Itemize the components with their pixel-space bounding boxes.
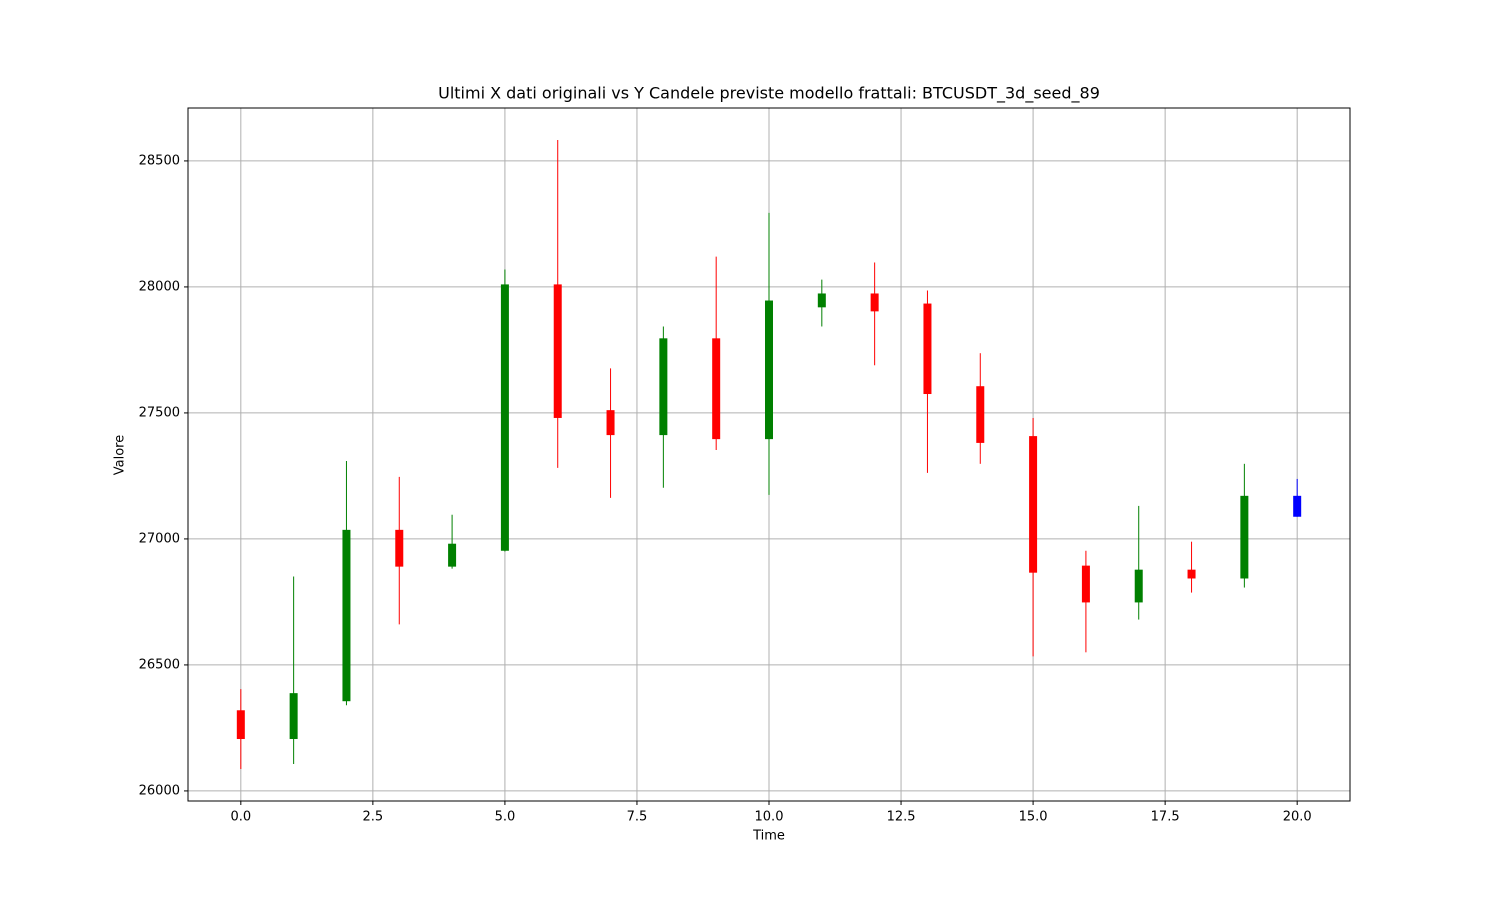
plot-frame	[187, 107, 1351, 802]
x-axis-label: Time	[752, 829, 785, 844]
y-tick-label: 27000	[139, 531, 180, 546]
x-tick-label: 2.5	[363, 810, 384, 825]
candle-body	[395, 529, 404, 567]
y-tick-label: 26500	[139, 657, 180, 672]
x-tick-label: 7.5	[627, 810, 648, 825]
candle-body	[1240, 495, 1249, 579]
x-tick-label: 12.5	[887, 810, 916, 825]
candle-body	[342, 529, 351, 702]
y-axis-label: Valore	[113, 435, 128, 475]
y-tick-label: 26000	[139, 783, 180, 798]
y-tick-label: 27500	[139, 405, 180, 420]
chart-title: Ultimi X dati originali vs Y Candele pre…	[438, 84, 1100, 104]
y-tick-label: 28000	[139, 279, 180, 294]
candle-body	[817, 293, 826, 308]
x-tick-label: 0.0	[230, 810, 251, 825]
candle-body	[448, 543, 457, 567]
candle-body	[236, 710, 245, 740]
candle-body	[289, 693, 298, 740]
candle-body	[976, 386, 985, 443]
candle-body	[1029, 436, 1038, 573]
x-tick-label: 5.0	[495, 810, 516, 825]
x-tick-label: 17.5	[1151, 810, 1180, 825]
candle-body	[500, 284, 509, 551]
candle-body	[606, 410, 615, 436]
candle-body	[659, 338, 668, 436]
candle-body	[923, 303, 932, 395]
candle-body	[870, 293, 879, 312]
candle-body	[1134, 569, 1143, 603]
candle-body	[1187, 569, 1196, 579]
x-tick-label: 20.0	[1283, 810, 1312, 825]
x-tick-label: 15.0	[1019, 810, 1048, 825]
candle-body	[1293, 495, 1302, 517]
candle-body	[765, 300, 773, 440]
candle-body	[553, 284, 562, 418]
x-tick-label: 10.0	[755, 810, 784, 825]
y-tick-label: 28500	[139, 153, 180, 168]
candle-body	[712, 338, 721, 440]
candle-body	[1081, 565, 1090, 603]
